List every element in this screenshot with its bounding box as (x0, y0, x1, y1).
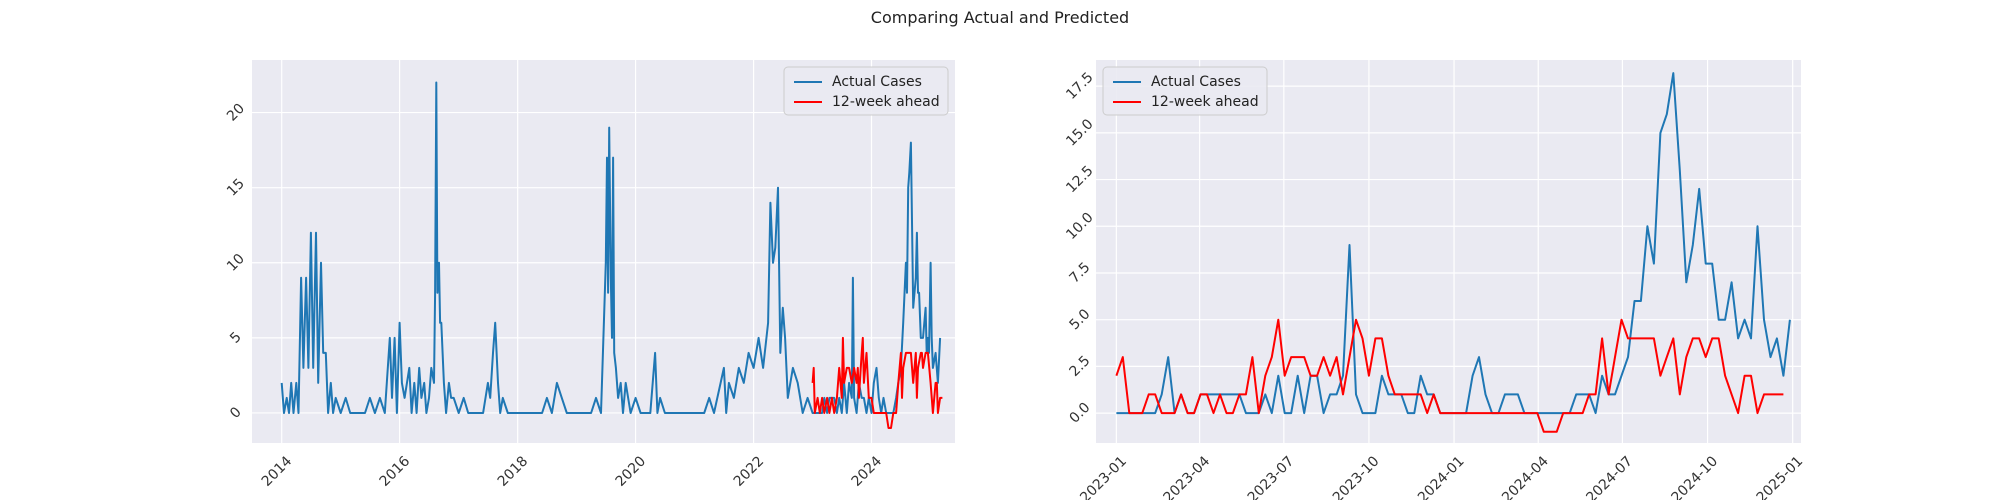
x-tick-label: 2023-07 (1245, 453, 1298, 500)
y-tick-label: 15 (224, 176, 248, 200)
x-tick-label: 2024-01 (1415, 453, 1468, 500)
legend: Actual Cases 12-week ahead (1102, 66, 1268, 116)
x-tick-label: 2018 (495, 453, 532, 490)
series-line-predicted (811, 336, 943, 429)
chart-1: 0 5 10 15 20 2014 2016 2018 2020 2022 2024 Actual C… (224, 60, 955, 490)
y-tick-label: 10 (224, 251, 248, 275)
plot-area (1096, 60, 1801, 443)
x-tick-label: 2024-10 (1668, 453, 1721, 500)
x-tick-label: 2022 (731, 453, 768, 490)
x-tick-label: 2020 (613, 453, 650, 490)
y-tick-label: 12.5 (1063, 163, 1096, 196)
x-tick-label: 2024-07 (1583, 453, 1636, 500)
legend: Actual Cases 12-week ahead (783, 66, 949, 116)
series-line-predicted (1115, 318, 1784, 433)
legend-label: 12-week ahead (1151, 94, 1259, 110)
x-tick-label: 2023-10 (1330, 453, 1383, 500)
y-tick-label: 2.5 (1066, 353, 1093, 380)
figure-title: Comparing Actual and Predicted (870, 8, 1130, 27)
series-line-actual (280, 81, 942, 414)
legend-label: 12-week ahead (832, 94, 940, 110)
y-tick-label: 17.5 (1063, 69, 1096, 102)
chart-2: 0.0 2.5 5.0 7.5 10.0 12.5 15.0 17.5 2023-01 2023-… (1063, 60, 1806, 500)
x-tick-label: 2014 (259, 453, 296, 490)
x-tick-label: 2023-01 (1077, 453, 1130, 500)
y-tick-label: 5 (227, 329, 245, 347)
y-tick-label: 20 (224, 101, 248, 125)
x-tick-label: 2024 (849, 453, 886, 490)
legend-label: Actual Cases (1151, 74, 1241, 90)
x-tick-label: 2024-04 (1499, 453, 1552, 500)
legend-box (783, 66, 949, 116)
y-tick-label: 0 (227, 404, 245, 422)
y-tick-label: 15.0 (1063, 116, 1096, 149)
legend-label: Actual Cases (832, 74, 922, 90)
legend-box (1102, 66, 1268, 116)
y-tick-label: 0.0 (1066, 400, 1093, 427)
x-tick-label: 2016 (377, 453, 414, 490)
x-tick-label: 2025-01 (1754, 453, 1807, 500)
y-tick-label: 10.0 (1063, 210, 1096, 243)
y-tick-label: 7.5 (1066, 259, 1093, 286)
y-tick-label: 5.0 (1066, 306, 1093, 333)
x-tick-label: 2023-04 (1161, 453, 1214, 500)
